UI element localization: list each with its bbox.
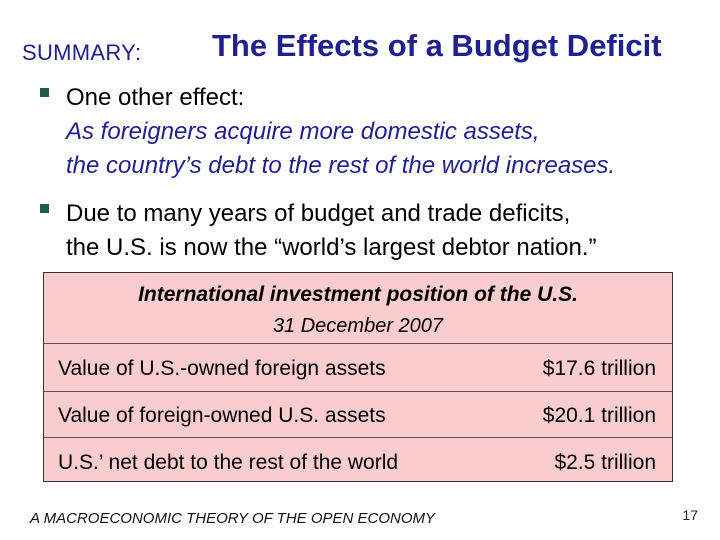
title-lead: SUMMARY: [22,40,142,65]
bullet-2-line-2: the U.S. is now the “world’s largest deb… [66,234,597,261]
bullet-1-line-2: As foreigners acquire more domestic asse… [66,118,540,145]
table-row-value: $20.1 trillion [542,404,656,427]
table-divider [44,391,672,392]
table-divider [44,437,672,438]
table-divider [44,343,672,344]
table-row-label: Value of U.S.-owned foreign assets [58,357,386,380]
footer-text: A MACROECONOMIC THEORY OF THE OPEN ECONO… [30,510,436,527]
bullet-square-icon [40,204,49,213]
bullet-1-line-3: the country’s debt to the rest of the wo… [66,152,616,179]
table-row-label: U.S.’ net debt to the rest of the world [58,451,399,474]
title-main: The Effects of a Budget Deficit [212,28,662,63]
table-subtitle: 31 December 2007 [272,315,444,337]
bullet-square-icon [40,88,49,97]
bullet-2-line-1: Due to many years of budget and trade de… [66,200,571,227]
page-number: 17 [682,507,698,523]
table-row-value: $17.6 trillion [542,357,656,380]
table-title: International investment position of the… [138,283,578,306]
bullet-1-line-1: One other effect: [66,84,245,111]
investment-position-table: International investment position of the… [43,272,673,482]
table-row-label: Value of foreign-owned U.S. assets [58,404,386,427]
table-row-value: $2.5 trillion [554,451,656,474]
